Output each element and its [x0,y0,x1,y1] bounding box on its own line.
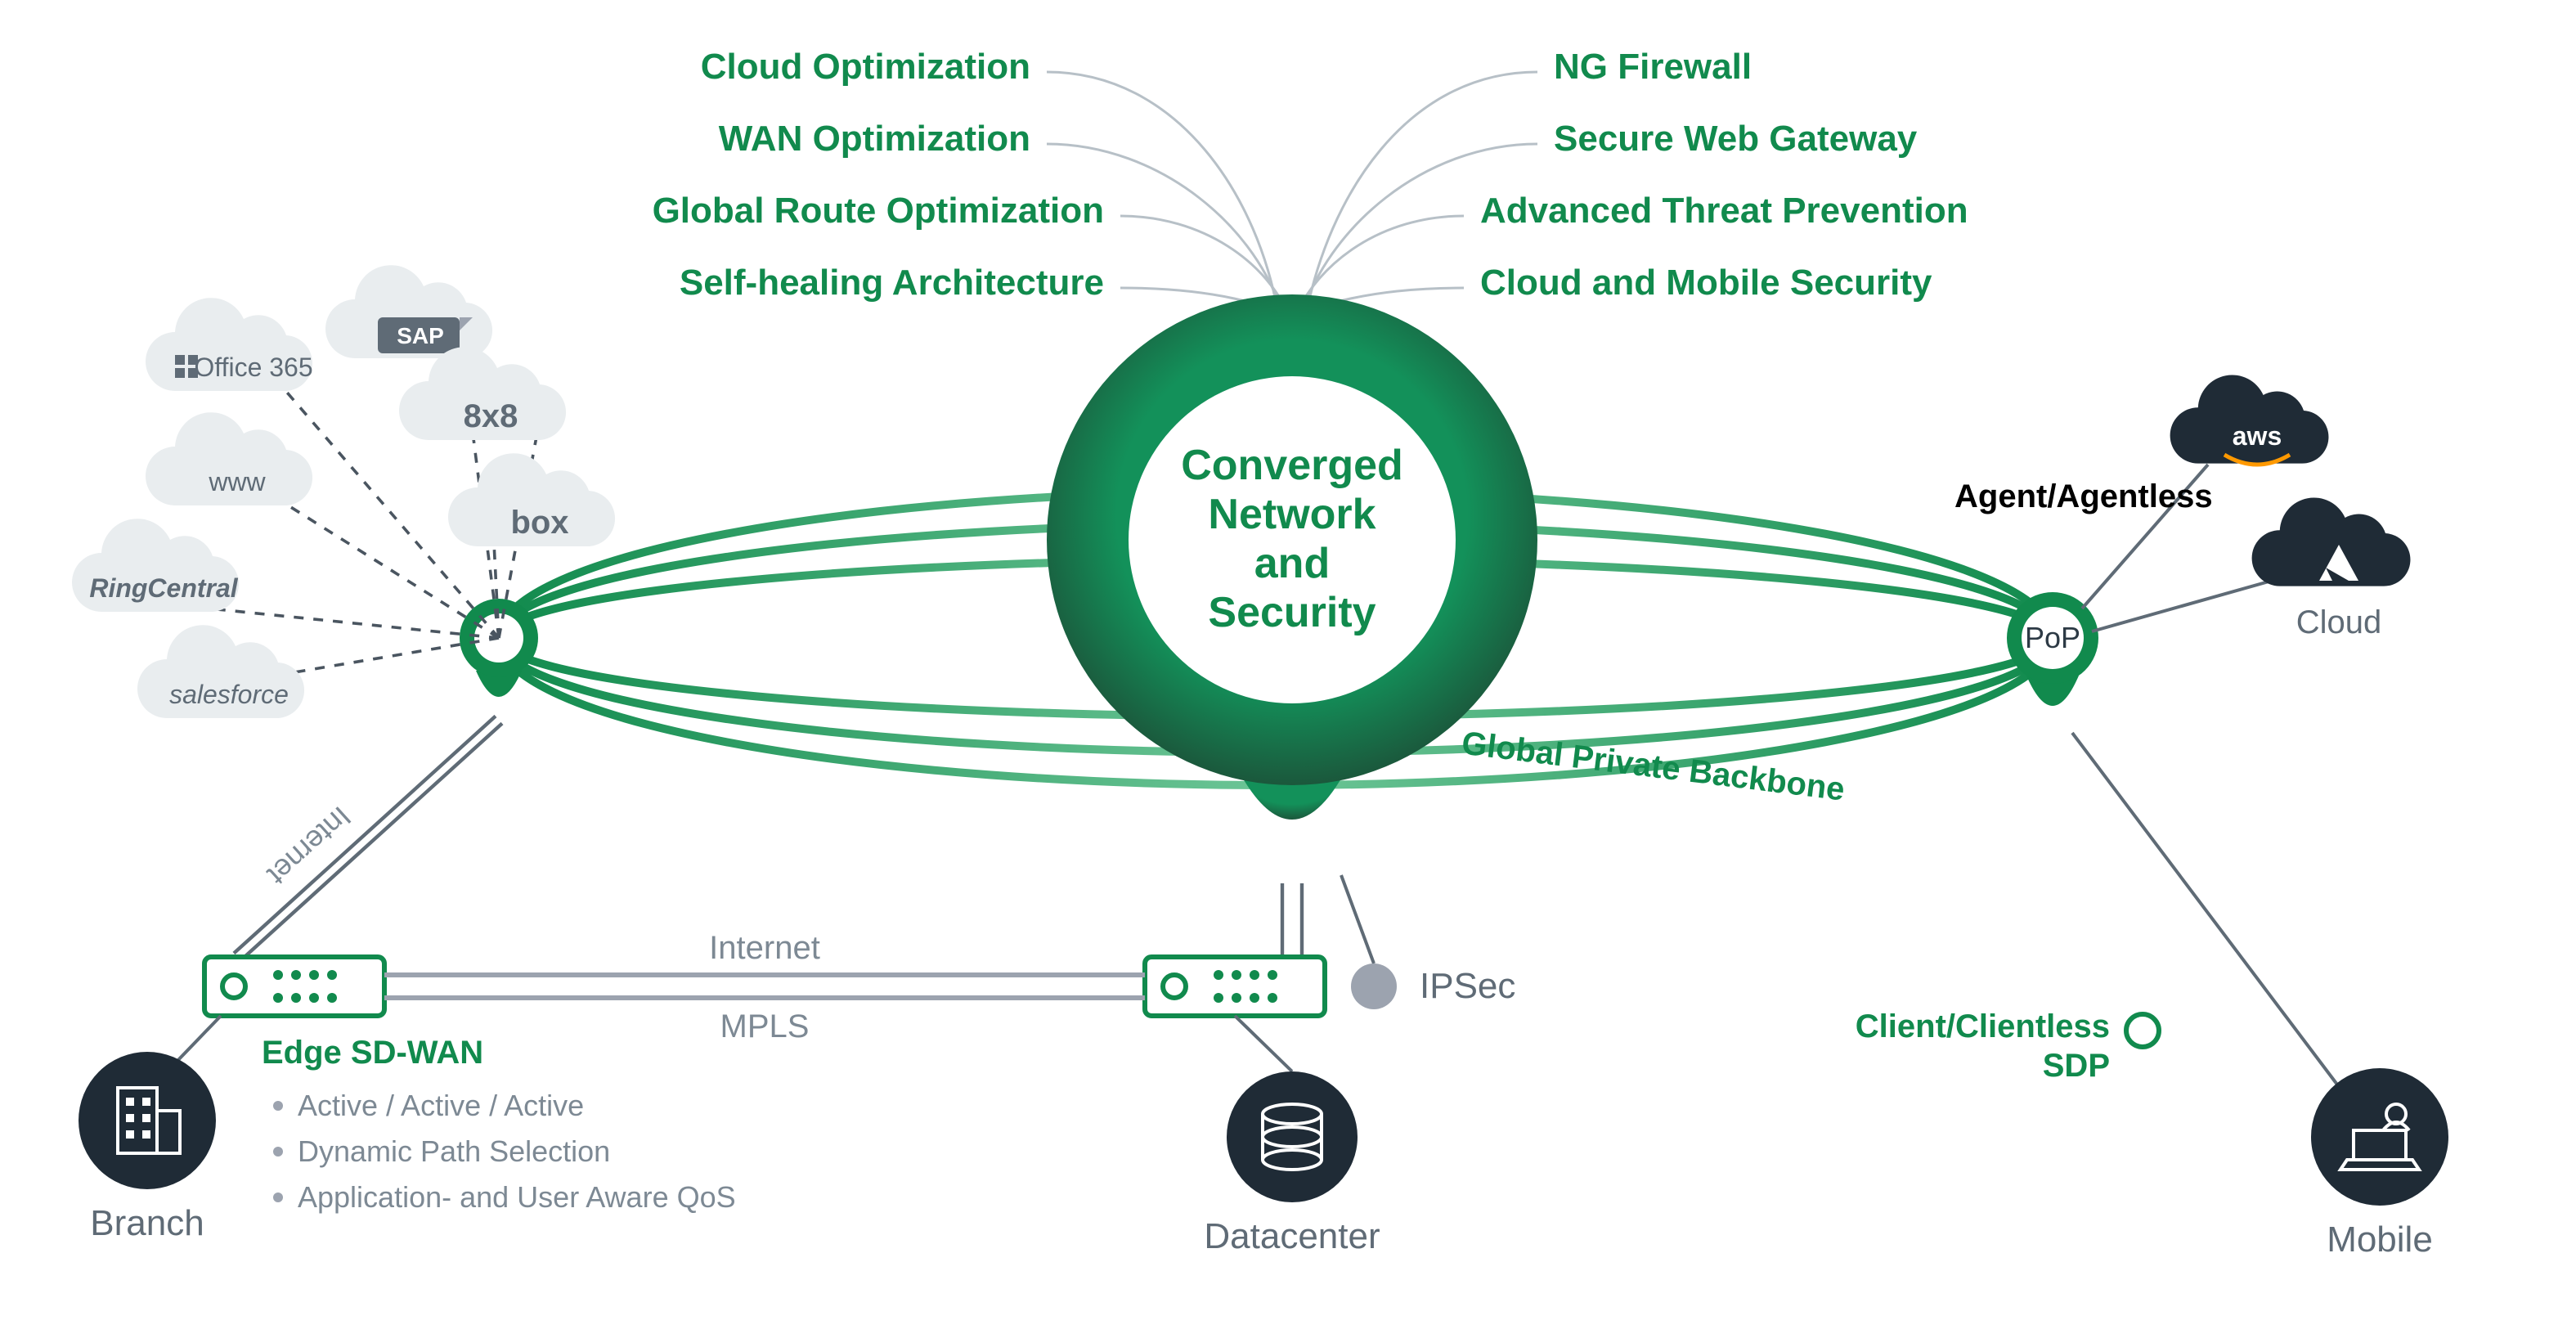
grid-icon [175,355,185,365]
cloud-label: SAP [397,323,444,348]
dc-drop [1235,1016,1292,1071]
feature-right: Cloud and Mobile Security [1480,263,1932,303]
cloud-label: 8x8 [464,398,518,434]
hub-title-line: Security [1208,589,1376,636]
sdwan-bullet: Active / Active / Active [298,1089,584,1122]
cloud-label: Office 365 [194,353,312,382]
pop-mobile-link [2072,733,2337,1085]
cloud-label: www [208,467,266,496]
branch-label: Branch [90,1203,204,1243]
sdwan-title: Edge SD-WAN [262,1035,483,1071]
mobile-label: Mobile [2327,1219,2433,1260]
hub-title-line: Network [1208,491,1376,538]
datacenter-device [1145,957,1325,1016]
azure-cloud [2252,497,2411,586]
sdp-dot [2126,1014,2159,1047]
sdwan-bullet: Application- and User Aware QoS [298,1180,736,1214]
branch-device [204,957,384,1016]
feature-left: Cloud Optimization [701,47,1030,87]
hub-title-line: and [1254,540,1330,587]
cloud-group-label: Cloud [2296,604,2382,640]
datacenter-label: Datacenter [1204,1216,1380,1256]
pop-azure-link [2092,577,2283,631]
feature-right: Advanced Threat Prevention [1480,191,1968,231]
hub-title-line: Converged [1181,442,1403,489]
branch-uplink [234,716,496,954]
bullet-dot [273,1147,283,1157]
ipsec-label: IPSec [1420,966,1515,1006]
ipsec-link [1341,875,1374,963]
agent-label: Agent/Agentless [1954,478,2213,514]
mobile-node [2311,1068,2448,1206]
cloud-label: RingCentral [89,573,238,603]
cloud-label: box [510,505,568,541]
branch-uplink [240,723,502,960]
datacenter-node [1227,1071,1358,1202]
ipsec-dot [1351,963,1397,1009]
feature-left: WAN Optimization [719,119,1030,159]
sdp-label: Client/Clientless [1856,1008,2110,1044]
link-label-mpls: MPLS [720,1008,810,1044]
pop-label: PoP [2025,621,2080,654]
bullet-dot [273,1101,283,1111]
aws-label: aws [2233,421,2282,451]
sdp-label: SDP [2043,1048,2110,1084]
feature-right: Secure Web Gateway [1554,119,1918,159]
diagram-canvas: Global Private BackboneConvergedNetworka… [0,0,2576,1325]
feature-left: Global Route Optimization [653,191,1104,231]
cloud-label: salesforce [169,680,289,709]
grid-icon [175,368,185,378]
feature-left: Self-healing Architecture [680,263,1104,303]
link-label-internet: Internet [709,930,820,966]
feature-right: NG Firewall [1554,47,1752,87]
branch-drop [177,1016,221,1062]
bullet-dot [273,1192,283,1202]
saas-connector [209,609,499,638]
sdwan-bullet: Dynamic Path Selection [298,1134,610,1168]
internet-label: Internet [261,800,357,892]
